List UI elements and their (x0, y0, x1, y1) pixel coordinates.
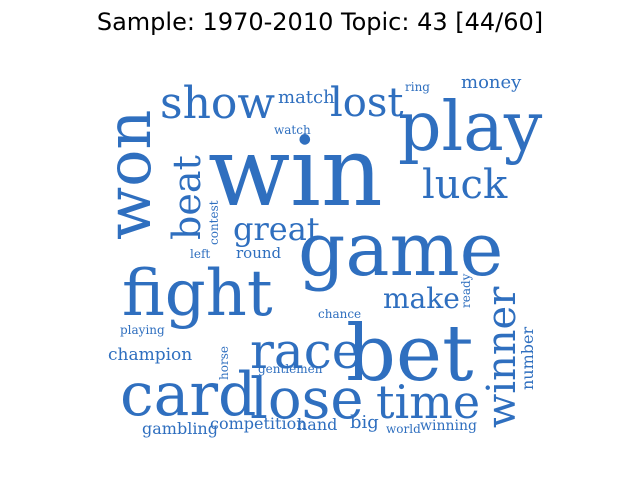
cloud-word-money: money (461, 72, 522, 93)
cloud-word-race: race (250, 322, 361, 380)
cloud-word-lose: lose (250, 367, 364, 432)
cloud-word-lost: lost (330, 80, 403, 126)
cloud-word-make: make (383, 282, 460, 315)
cloud-word-bet: bet (346, 309, 473, 399)
cloud-word-gentlemen: gentlemen (258, 362, 323, 376)
cloud-word-left: left (190, 247, 210, 261)
cloud-word-won: won (92, 110, 165, 240)
cloud-word-champion: champion (108, 345, 192, 365)
cloud-word-world: world (386, 422, 421, 436)
cloud-word-horse: horse (217, 346, 231, 380)
cloud-word-ready: ready (459, 273, 473, 308)
cloud-word-fight: fight (122, 257, 273, 331)
cloud-word-winning: winning (420, 418, 477, 434)
cloud-word-big: big (350, 412, 379, 433)
cloud-word-time: time (376, 375, 480, 429)
cloud-word-round: round (236, 244, 282, 262)
cloud-word-luck: luck (422, 162, 508, 208)
cloud-word-winner: winner (479, 286, 525, 428)
cloud-word-play: play (398, 88, 543, 167)
cloud-word-great: great (233, 210, 320, 248)
cloud-word-ring: ring (405, 80, 430, 94)
cloud-word-chance: chance (318, 307, 361, 321)
cloud-word-game: game (298, 207, 503, 293)
cloud-word-competition: competition (210, 414, 307, 433)
cloud-word-contest: contest (207, 200, 221, 245)
cloud-word-match: match (278, 87, 335, 108)
cloud-word-card: card (120, 360, 256, 430)
cloud-word-hand: hand (297, 415, 337, 434)
cloud-word-win: win (208, 116, 383, 228)
cloud-word-playing: playing (120, 323, 165, 337)
cloud-word-gambling: gambling (142, 419, 218, 438)
cloud-word-beat: beat (165, 155, 209, 240)
cloud-word-watch: watch (274, 123, 311, 137)
cloud-word-number: number (518, 327, 537, 390)
figure-title: Sample: 1970-2010 Topic: 43 [44/60] (96, 8, 544, 36)
cloud-word-show: show (160, 78, 275, 129)
